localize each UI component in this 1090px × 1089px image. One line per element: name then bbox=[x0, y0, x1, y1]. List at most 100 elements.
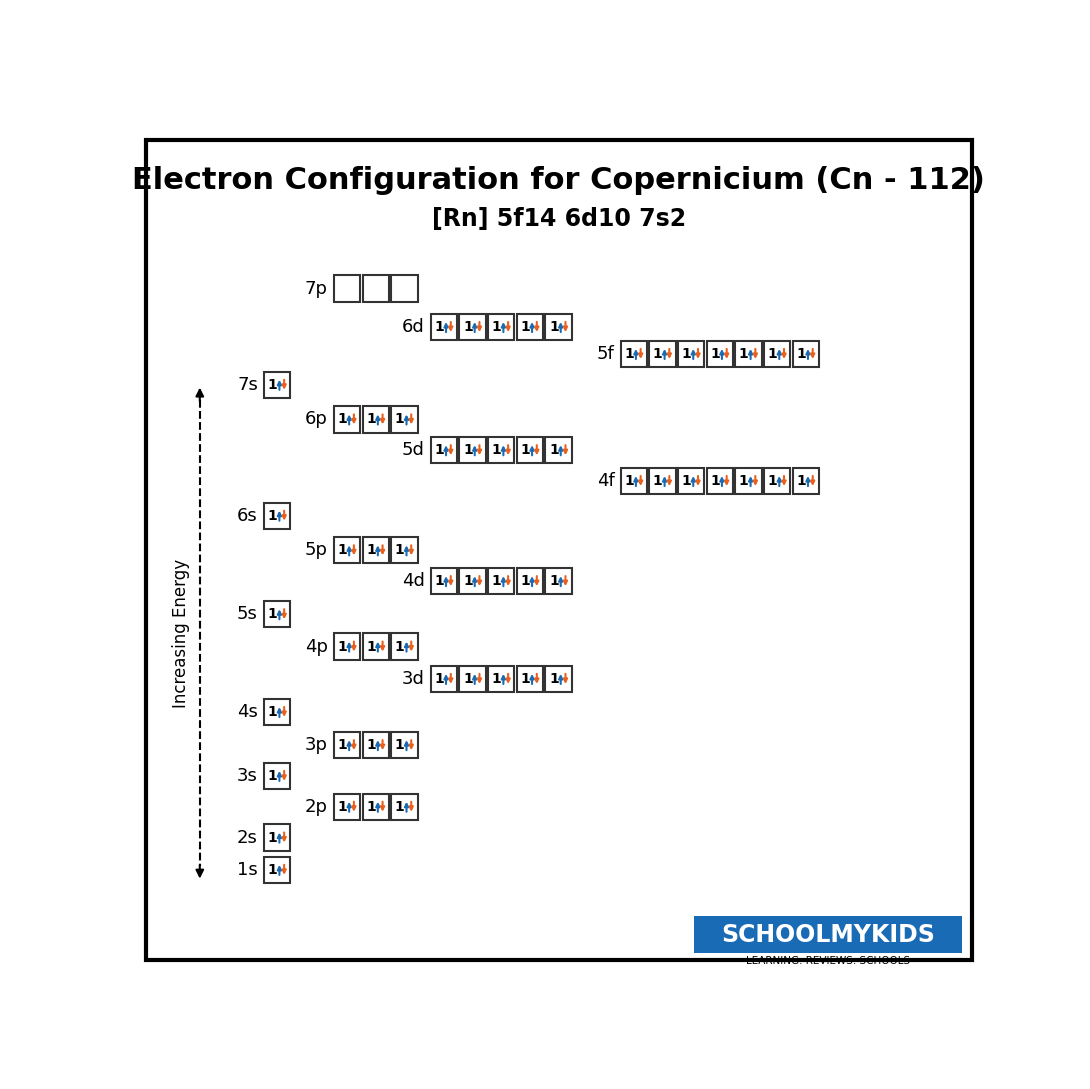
Bar bbox=[694, 916, 961, 953]
Bar bbox=[459, 568, 486, 595]
Text: 4f: 4f bbox=[596, 472, 615, 490]
Text: 1: 1 bbox=[520, 443, 530, 457]
Bar bbox=[764, 468, 790, 494]
Bar bbox=[517, 568, 543, 595]
Text: 1s: 1s bbox=[238, 861, 258, 879]
Text: 1: 1 bbox=[625, 347, 634, 360]
Text: 1: 1 bbox=[796, 474, 806, 488]
Bar bbox=[264, 857, 290, 883]
Text: Electron Configuration for Copernicium (Cn - 112): Electron Configuration for Copernicium (… bbox=[132, 167, 985, 195]
Text: 3s: 3s bbox=[237, 767, 258, 785]
Text: 1: 1 bbox=[338, 738, 348, 752]
Bar bbox=[334, 537, 360, 563]
Bar bbox=[363, 732, 389, 758]
Text: [Rn] 5f14 6d10 7s2: [Rn] 5f14 6d10 7s2 bbox=[432, 207, 686, 231]
Text: 1: 1 bbox=[653, 474, 663, 488]
Bar bbox=[363, 276, 389, 302]
Bar bbox=[363, 406, 389, 432]
Bar bbox=[431, 314, 457, 340]
Bar bbox=[431, 437, 457, 463]
Bar bbox=[736, 468, 762, 494]
Bar bbox=[264, 763, 290, 790]
Text: 1: 1 bbox=[549, 574, 559, 588]
Text: 1: 1 bbox=[395, 543, 404, 558]
Bar bbox=[620, 468, 647, 494]
Text: 1: 1 bbox=[492, 320, 501, 334]
Text: 1: 1 bbox=[520, 672, 530, 686]
Text: 1: 1 bbox=[625, 474, 634, 488]
Text: 1: 1 bbox=[395, 413, 404, 427]
Bar bbox=[736, 341, 762, 367]
Text: 1: 1 bbox=[711, 474, 720, 488]
Text: 5p: 5p bbox=[305, 541, 328, 560]
Text: 6d: 6d bbox=[402, 318, 424, 337]
Text: 1: 1 bbox=[653, 347, 663, 360]
Text: 3d: 3d bbox=[402, 670, 424, 688]
Text: 1: 1 bbox=[549, 443, 559, 457]
Bar bbox=[264, 699, 290, 725]
Text: 6p: 6p bbox=[305, 411, 328, 428]
Text: 1: 1 bbox=[366, 413, 376, 427]
Text: 1: 1 bbox=[268, 831, 278, 845]
Bar bbox=[764, 341, 790, 367]
Bar bbox=[459, 314, 486, 340]
Text: 1: 1 bbox=[338, 799, 348, 813]
Text: 1: 1 bbox=[767, 474, 777, 488]
Text: 2p: 2p bbox=[305, 798, 328, 816]
Text: 1: 1 bbox=[366, 738, 376, 752]
Bar bbox=[488, 437, 514, 463]
Text: 1: 1 bbox=[434, 672, 444, 686]
Bar bbox=[334, 794, 360, 820]
Text: 1: 1 bbox=[366, 639, 376, 653]
Bar bbox=[264, 601, 290, 627]
Text: 4p: 4p bbox=[305, 637, 328, 656]
Text: LEARNING. REVIEWS. SCHOOLS: LEARNING. REVIEWS. SCHOOLS bbox=[746, 956, 910, 966]
Bar bbox=[391, 732, 417, 758]
Bar bbox=[391, 794, 417, 820]
Bar bbox=[391, 276, 417, 302]
Text: 1: 1 bbox=[739, 474, 749, 488]
Text: 1: 1 bbox=[492, 574, 501, 588]
Bar bbox=[706, 468, 732, 494]
Text: 1: 1 bbox=[549, 672, 559, 686]
Bar bbox=[264, 824, 290, 851]
Bar bbox=[334, 276, 360, 302]
Text: 1: 1 bbox=[395, 799, 404, 813]
Text: 1: 1 bbox=[549, 320, 559, 334]
Text: 1: 1 bbox=[434, 443, 444, 457]
Bar bbox=[545, 665, 572, 692]
Bar bbox=[706, 341, 732, 367]
Bar bbox=[488, 665, 514, 692]
Text: 1: 1 bbox=[463, 320, 473, 334]
Text: 1: 1 bbox=[338, 413, 348, 427]
Bar bbox=[391, 537, 417, 563]
Text: 4d: 4d bbox=[402, 572, 424, 590]
Text: 1: 1 bbox=[338, 543, 348, 558]
Text: 1: 1 bbox=[681, 474, 691, 488]
Bar bbox=[264, 503, 290, 529]
Text: 1: 1 bbox=[434, 320, 444, 334]
Bar bbox=[517, 665, 543, 692]
Bar bbox=[264, 371, 290, 397]
Bar bbox=[678, 468, 704, 494]
Bar bbox=[792, 468, 819, 494]
Text: 1: 1 bbox=[492, 443, 501, 457]
Text: 1: 1 bbox=[395, 639, 404, 653]
Text: 1: 1 bbox=[681, 347, 691, 360]
Bar bbox=[334, 406, 360, 432]
Text: 5d: 5d bbox=[402, 441, 424, 460]
Text: 3p: 3p bbox=[305, 736, 328, 755]
Text: 1: 1 bbox=[796, 347, 806, 360]
Text: 5f: 5f bbox=[596, 345, 615, 363]
Text: 1: 1 bbox=[434, 574, 444, 588]
Bar bbox=[678, 341, 704, 367]
Text: 1: 1 bbox=[463, 443, 473, 457]
Text: 1: 1 bbox=[520, 320, 530, 334]
Text: 1: 1 bbox=[395, 738, 404, 752]
Bar bbox=[363, 634, 389, 660]
Text: 1: 1 bbox=[268, 608, 278, 621]
Bar bbox=[391, 634, 417, 660]
Text: 1: 1 bbox=[463, 672, 473, 686]
Bar bbox=[431, 568, 457, 595]
Text: 2s: 2s bbox=[237, 829, 258, 846]
